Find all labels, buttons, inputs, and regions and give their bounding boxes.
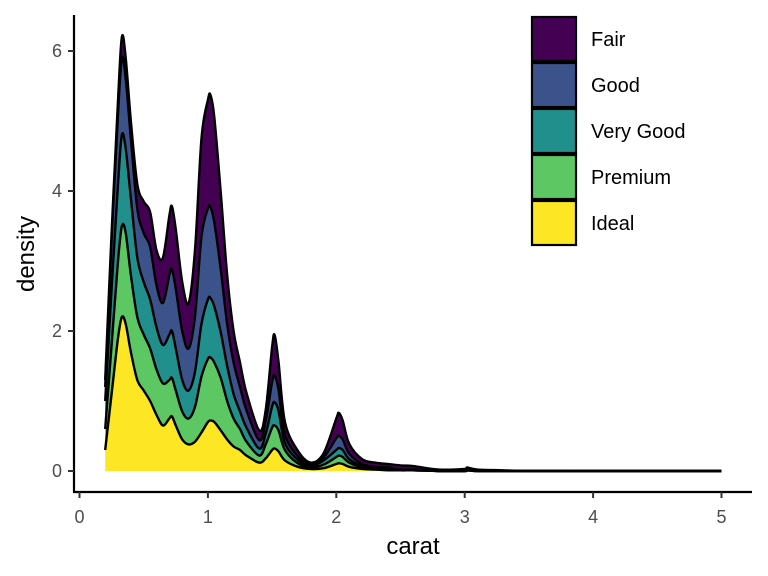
legend-key-good — [530, 61, 578, 109]
legend-key-very-good — [530, 107, 578, 155]
y-tick-label-2: 2 — [52, 321, 62, 341]
x-tick-label-5: 5 — [716, 507, 726, 527]
outline-good — [103, 55, 722, 473]
x-tick-label-2: 2 — [331, 507, 341, 527]
legend-key-premium — [530, 153, 578, 201]
y-tick-label-6: 6 — [52, 41, 62, 61]
y-tick-label-4: 4 — [52, 181, 62, 201]
legend-label-premium: Premium — [591, 167, 671, 189]
legend-label-very-good: Very Good — [591, 121, 686, 143]
legend-label-good: Good — [591, 75, 640, 97]
x-tick-label-0: 0 — [74, 507, 84, 527]
x-tick-label-3: 3 — [460, 507, 470, 527]
y-axis-title: density — [13, 216, 40, 292]
x-tick-label-1: 1 — [203, 507, 213, 527]
x-axis-title: carat — [386, 533, 440, 560]
area-ideal — [105, 316, 722, 472]
plot-areas — [103, 34, 722, 473]
y-tick-label-0: 0 — [52, 461, 62, 481]
legend-label-ideal: Ideal — [591, 213, 634, 235]
outline-fair — [103, 34, 722, 473]
legend-label-fair: Fair — [591, 29, 626, 51]
legend: Fair Good Very Good Premium Ideal — [530, 15, 686, 247]
axes: 0 1 2 3 4 5 0 2 4 6 — [52, 15, 752, 527]
legend-key-fair — [530, 15, 578, 63]
legend-key-ideal — [530, 199, 578, 247]
x-tick-label-4: 4 — [588, 507, 598, 527]
